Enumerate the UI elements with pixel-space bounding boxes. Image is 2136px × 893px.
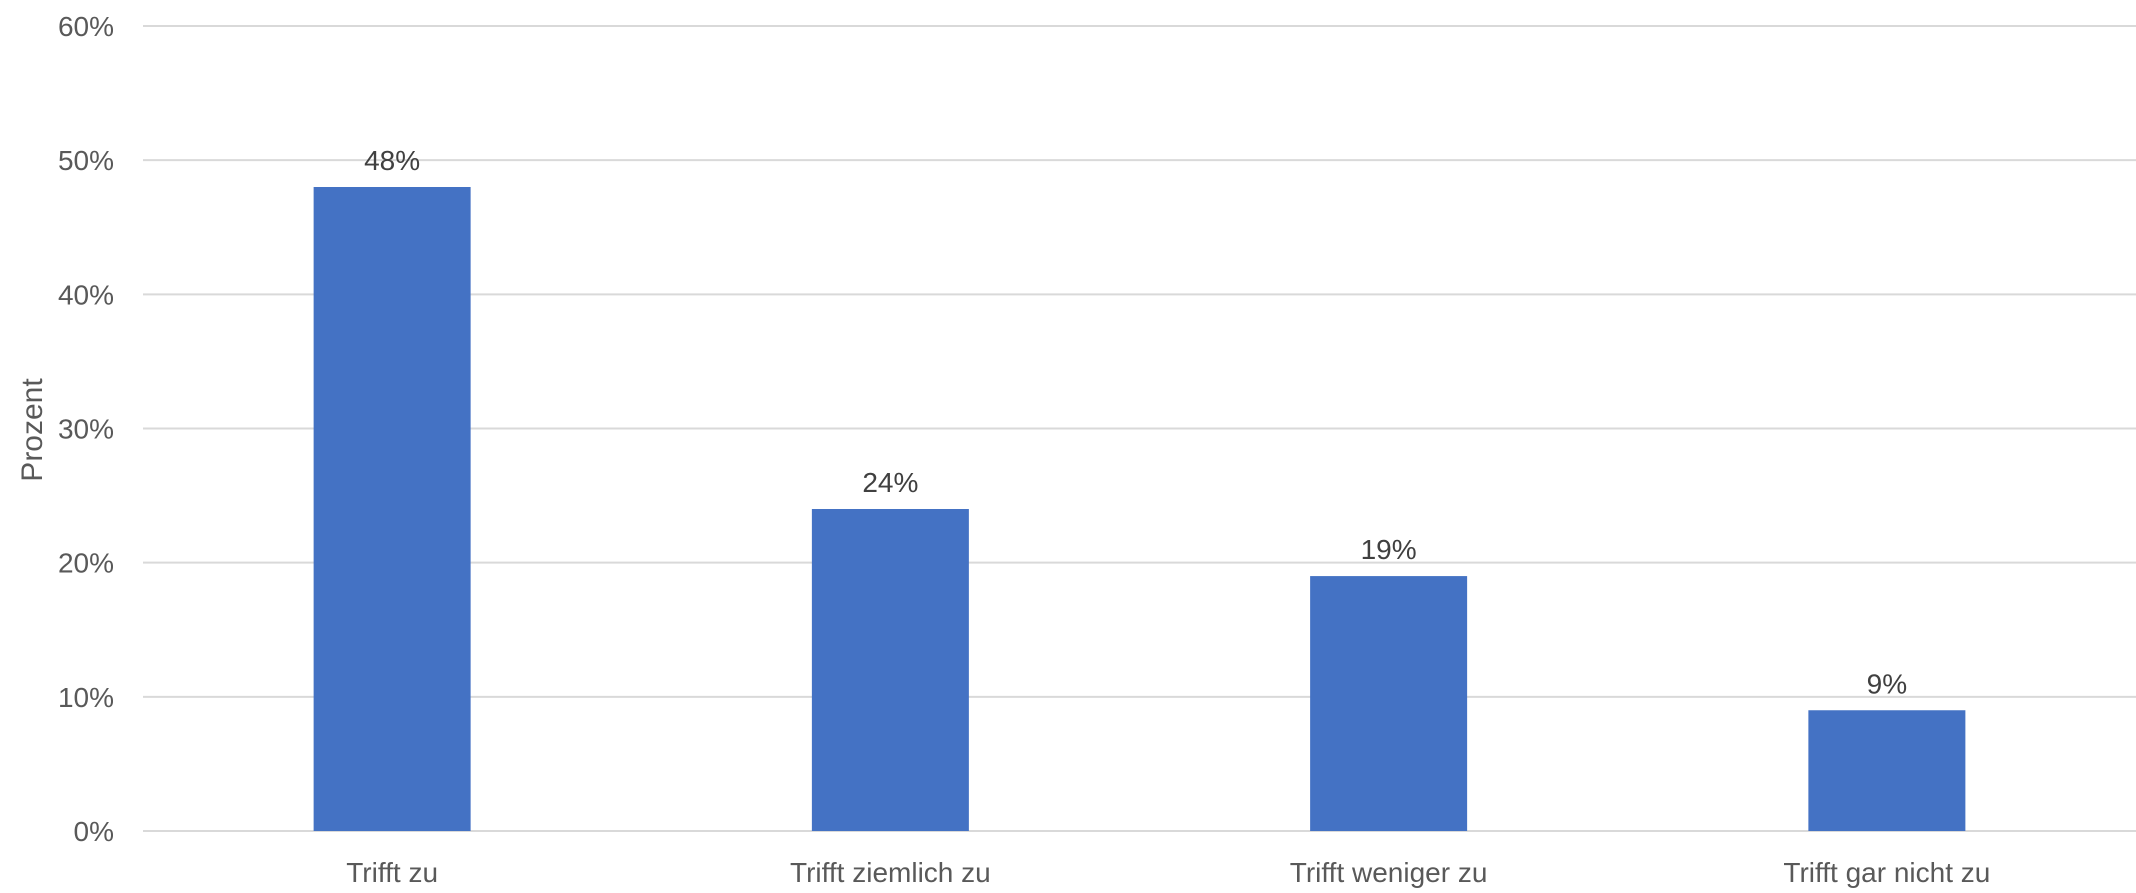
y-tick-label: 0% (74, 816, 114, 847)
gridlines (143, 25, 2136, 832)
data-label: 48% (364, 145, 420, 176)
x-category-label: Trifft zu (346, 857, 438, 888)
bar (1808, 710, 1966, 831)
bar (313, 187, 471, 831)
data-label: 9% (1867, 668, 1907, 699)
bar (811, 509, 969, 831)
y-axis-tick-labels: 0% 10% 20% 30% 40% 50% 60% (58, 11, 114, 847)
x-category-label: Trifft weniger zu (1290, 857, 1488, 888)
y-tick-label: 40% (58, 279, 114, 310)
data-labels: 48% 24% 19% 9% (364, 145, 1907, 699)
data-label: 19% (1361, 534, 1417, 565)
x-category-label: Trifft gar nicht zu (1783, 857, 1990, 888)
y-tick-label: 20% (58, 548, 114, 579)
y-tick-label: 50% (58, 145, 114, 176)
y-tick-label: 30% (58, 414, 114, 445)
data-label: 24% (862, 467, 918, 498)
y-tick-label: 10% (58, 682, 114, 713)
x-category-label: Trifft ziemlich zu (790, 857, 991, 888)
bar (1310, 576, 1468, 831)
bars (313, 187, 1966, 831)
y-axis-title: Prozent (16, 378, 49, 482)
y-tick-label: 60% (58, 11, 114, 42)
x-axis-category-labels: Trifft zu Trifft ziemlich zu Trifft wenige… (346, 857, 1990, 888)
